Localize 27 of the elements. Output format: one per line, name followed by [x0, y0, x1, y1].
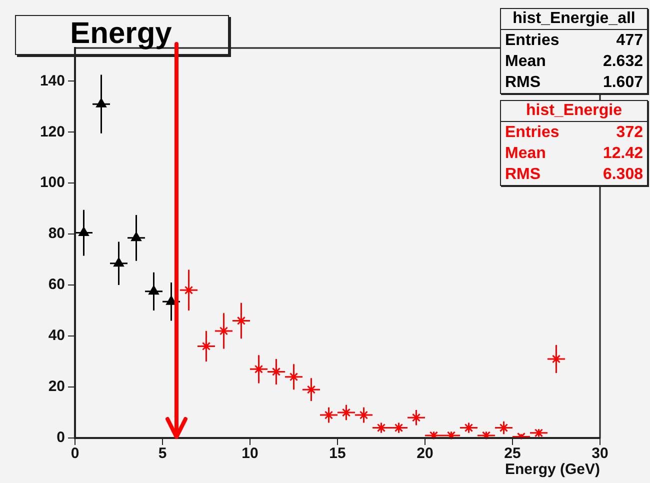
text: RMS 1.607 — [505, 74, 643, 91]
x-tick-label: 5 — [158, 445, 167, 462]
point — [376, 424, 386, 432]
x-tick-label: 30 — [592, 445, 608, 462]
text: RMS 6.308 — [505, 166, 643, 183]
text: Mean 12.42 — [505, 145, 643, 162]
x-tick-label: 20 — [416, 445, 434, 462]
x-tick-label: 15 — [329, 445, 346, 462]
y-tick-label: 100 — [40, 174, 65, 192]
x-tick-label: 25 — [504, 445, 521, 462]
text: hist_Energie — [501, 101, 647, 122]
point — [394, 424, 404, 432]
y-tick-label: 140 — [40, 72, 65, 90]
y-tick-label: 20 — [48, 378, 65, 396]
y-tick-label: 120 — [40, 123, 65, 140]
text: Entries 372 — [505, 124, 643, 141]
x-tick-label: 0 — [70, 445, 80, 462]
text: Mean 2.632 — [505, 53, 643, 70]
y-tick-label: 0 — [56, 429, 65, 446]
point — [464, 424, 474, 432]
y-tick-label: 60 — [48, 276, 65, 294]
x-tick-label: 10 — [242, 445, 258, 462]
x-axis-title: Energy (GeV) — [504, 461, 600, 478]
y-tick-label: 40 — [48, 327, 65, 344]
text: Entries 477 — [505, 32, 643, 49]
text: hist_Energie_all — [501, 9, 647, 30]
y-tick-label: 80 — [48, 225, 65, 242]
